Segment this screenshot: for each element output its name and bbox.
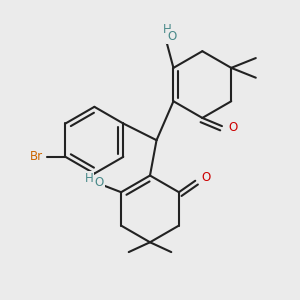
Text: O: O	[94, 176, 104, 189]
Text: Br: Br	[29, 150, 43, 164]
Text: O: O	[201, 171, 210, 184]
Text: O: O	[229, 121, 238, 134]
Text: H: H	[163, 23, 171, 36]
Text: H: H	[85, 172, 93, 184]
Text: O: O	[167, 30, 176, 43]
